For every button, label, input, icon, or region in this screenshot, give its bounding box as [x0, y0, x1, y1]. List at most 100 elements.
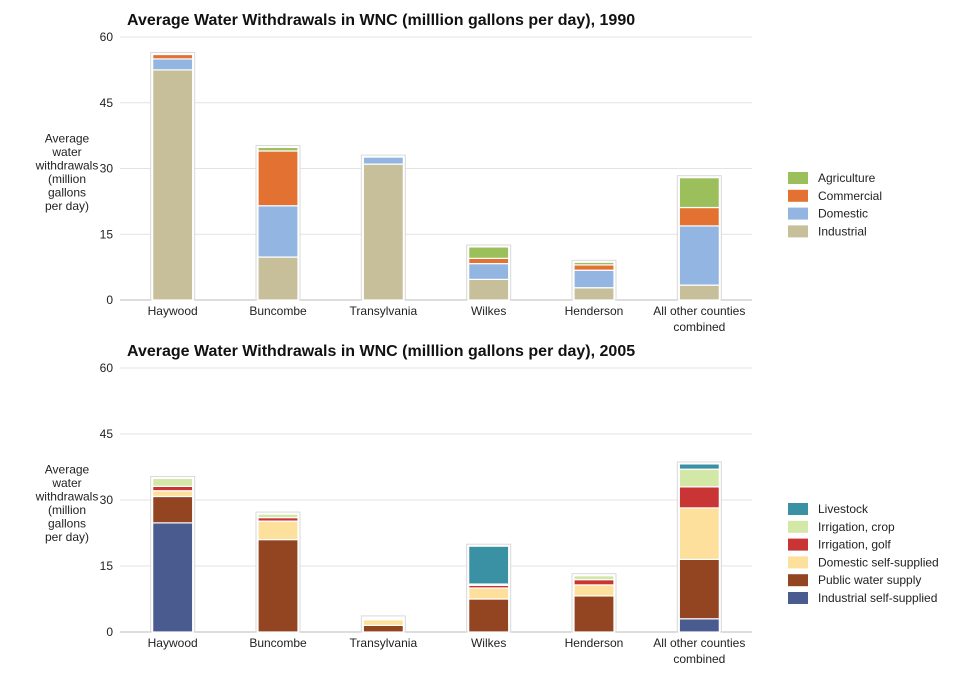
bar-segment — [678, 468, 720, 488]
y-tick-label: 15 — [100, 227, 114, 241]
y-axis-label: withdrawals — [35, 489, 99, 503]
y-axis-label: gallons — [48, 516, 86, 530]
y-tick-label: 60 — [100, 361, 114, 375]
bar-segment — [362, 617, 404, 620]
bar-segment — [678, 463, 720, 470]
bar-segment — [152, 495, 194, 524]
legend-swatch — [788, 503, 808, 515]
chart-title: Average Water Withdrawals in WNC (millli… — [127, 12, 635, 29]
legend-label: Domestic — [818, 207, 868, 221]
bar-segment — [257, 146, 299, 152]
bar-segment — [152, 53, 194, 60]
chart-1990: Average Water Withdrawals in WNC (millli… — [35, 12, 882, 334]
legend-label: Industrial — [818, 224, 867, 238]
bar-segment — [468, 246, 510, 259]
x-tick-label: Wilkes — [471, 636, 506, 650]
x-tick-label: Henderson — [565, 636, 624, 650]
y-axis-label: Average — [45, 462, 90, 476]
legend-label: Domestic self-supplied — [818, 555, 939, 569]
bar-segment — [678, 177, 720, 209]
legend-swatch — [788, 207, 808, 220]
bar-segment — [573, 579, 615, 586]
legend-label: Industrial self-supplied — [818, 591, 937, 605]
bar-segment — [152, 58, 194, 71]
y-tick-label: 0 — [106, 625, 113, 639]
bar-segment — [468, 587, 510, 600]
bar-segment — [257, 205, 299, 258]
y-axis-label: per day) — [45, 530, 89, 544]
legend-label: Public water supply — [818, 573, 921, 587]
bar-segment — [573, 261, 615, 266]
bar-segment — [678, 206, 720, 227]
y-axis-label: (million — [48, 172, 86, 186]
bar-segment — [468, 257, 510, 265]
y-tick-label: 15 — [100, 559, 114, 573]
x-tick-label: Transylvania — [350, 304, 418, 318]
x-tick-label: Wilkes — [471, 304, 506, 318]
legend-swatch — [788, 538, 808, 551]
x-tick-label: All other counties — [653, 304, 745, 318]
y-axis-label: water — [51, 145, 81, 159]
bar-segment — [678, 284, 720, 301]
legend-swatch — [788, 189, 808, 202]
bar-segment — [468, 278, 510, 301]
bar-segment — [573, 269, 615, 289]
y-axis-label: withdrawals — [35, 158, 99, 172]
x-tick-label: Buncombe — [249, 304, 307, 318]
legend-label: Irrigation, golf — [818, 538, 891, 552]
chart-title: Average Water Withdrawals in WNC (millli… — [127, 343, 635, 360]
y-axis-label: gallons — [48, 185, 86, 199]
bar-segment — [362, 624, 404, 633]
bar-segment — [362, 619, 404, 626]
x-tick-label: Haywood — [148, 636, 198, 650]
bar-segment — [152, 490, 194, 498]
bar-segment — [468, 545, 510, 585]
bar-segment — [678, 558, 720, 620]
bar-segment — [152, 485, 194, 492]
bar-segment — [678, 225, 720, 286]
bar-segment — [573, 264, 615, 271]
bar-segment — [152, 522, 194, 633]
bar-segment — [678, 486, 720, 509]
x-tick-label: All other counties — [653, 636, 745, 650]
legend-label: Livestock — [818, 502, 869, 516]
y-axis-label: (million — [48, 503, 86, 517]
bar-segment — [362, 156, 404, 165]
x-tick-label: Buncombe — [249, 636, 307, 650]
bar-segment — [468, 598, 510, 633]
legend-swatch — [788, 556, 808, 569]
y-axis-label: water — [51, 476, 81, 490]
bar-segment — [573, 575, 615, 581]
x-tick-label: Transylvania — [350, 636, 418, 650]
bar-segment — [257, 150, 299, 207]
bar-segment — [678, 618, 720, 633]
y-tick-label: 30 — [100, 493, 114, 507]
x-tick-label: Haywood — [148, 304, 198, 318]
bar-segment — [678, 507, 720, 561]
y-tick-label: 0 — [106, 293, 113, 307]
y-tick-label: 45 — [100, 427, 114, 441]
bar-segment — [257, 520, 299, 541]
legend-swatch — [788, 225, 808, 238]
legend-swatch — [788, 592, 808, 604]
x-tick-label: combined — [673, 320, 725, 334]
x-tick-label: Henderson — [565, 304, 624, 318]
bar-segment — [257, 513, 299, 519]
y-axis-label: per day) — [45, 199, 89, 213]
bar-segment — [573, 584, 615, 597]
legend-label: Irrigation, crop — [818, 520, 895, 534]
bar-segment — [152, 69, 194, 301]
legend-label: Agriculture — [818, 171, 876, 185]
y-tick-label: 45 — [100, 96, 114, 110]
legend-swatch — [788, 574, 808, 587]
bar-segment — [573, 287, 615, 301]
bar-segment — [468, 263, 510, 280]
legend-swatch — [788, 520, 808, 533]
y-axis-label: Average — [45, 131, 90, 145]
bar-segment — [257, 256, 299, 301]
bar-segment — [573, 595, 615, 633]
bar-segment — [257, 538, 299, 633]
chart-2005: Average Water Withdrawals in WNC (millli… — [35, 343, 939, 666]
legend-swatch — [788, 172, 808, 184]
